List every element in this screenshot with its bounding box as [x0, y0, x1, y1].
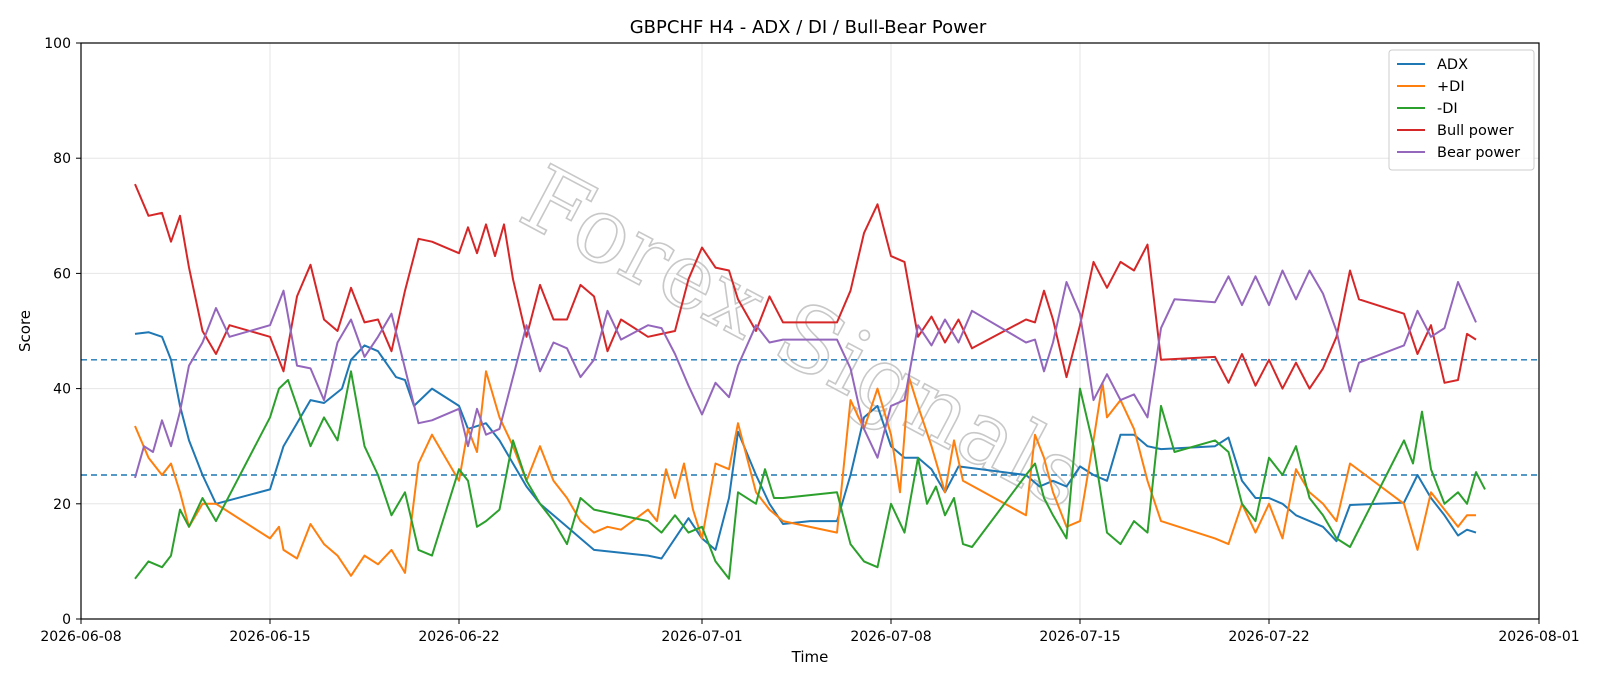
legend-label-di: +DI: [1437, 79, 1465, 95]
y-tick-label: 60: [53, 266, 71, 282]
series-line-bull-power: [134, 183, 1477, 390]
x-axis-ticks: 2026-06-08 2026-06-15 2026-06-22 2026-07-01…: [40, 619, 1580, 645]
plot-frame: [80, 42, 1540, 620]
x-axis-title: Time: [791, 648, 829, 666]
y-axis-ticks: 0 20 40 60 80 100: [44, 36, 81, 628]
x-tick-label: 2026-07-08: [850, 629, 931, 645]
y-tick-label: 80: [53, 151, 71, 167]
legend-label-di: -DI: [1437, 101, 1458, 117]
x-tick-label: 2026-08-01: [1498, 629, 1579, 645]
x-tick-label: 2026-07-15: [1039, 629, 1120, 645]
chart-title: GBPCHF H4 - ADX / DI / Bull-Bear Power: [630, 17, 987, 38]
reference-lines: [81, 359, 1539, 476]
x-tick-label: 2026-06-08: [40, 629, 121, 645]
y-tick-label: 40: [53, 382, 71, 398]
x-tick-label: 2026-07-22: [1228, 629, 1309, 645]
y-tick-label: 0: [62, 612, 71, 628]
legend-box: [1388, 49, 1535, 171]
x-tick-label: 2026-06-22: [418, 629, 499, 645]
legend: ADX +DI -DI Bull power Bear power: [1388, 49, 1535, 171]
legend-label-bear-power: Bear power: [1437, 145, 1520, 161]
legend-label-adx: ADX: [1437, 57, 1468, 73]
series-line-di: [134, 370, 1486, 580]
series-layer: [134, 183, 1486, 580]
series-line-bear-power: [134, 269, 1477, 479]
x-tick-label: 2026-07-01: [661, 629, 742, 645]
y-axis-title: Score: [16, 310, 34, 352]
x-tick-label: 2026-06-15: [229, 629, 310, 645]
series-line-adx: [134, 331, 1477, 560]
legend-label-bull-power: Bull power: [1437, 123, 1514, 139]
y-tick-label: 20: [53, 497, 71, 513]
series-line-di: [134, 370, 1476, 577]
y-tick-label: 100: [44, 36, 71, 52]
